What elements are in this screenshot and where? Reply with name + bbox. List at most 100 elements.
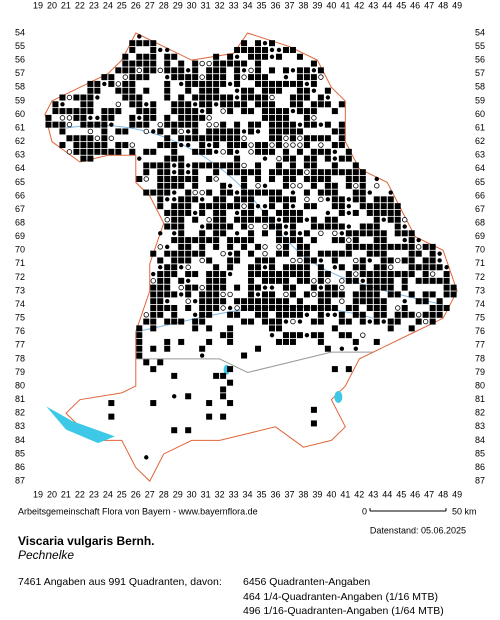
occurrence-square (408, 325, 415, 332)
occurrence-square (387, 325, 394, 332)
occurrence-square (206, 304, 213, 311)
occurrence-dot (234, 190, 240, 195)
occurrence-square (234, 196, 241, 203)
occurrence-dot (304, 217, 310, 222)
occurrence-square (220, 135, 227, 142)
occurrence-square (241, 142, 248, 149)
occurrence-square (220, 94, 227, 101)
row-label: 82 (475, 408, 485, 418)
occurrence-square (255, 304, 262, 311)
occurrence-square (164, 169, 171, 176)
occurrence-square (115, 87, 122, 94)
occurrence-square (87, 148, 94, 155)
column-label: 30 (187, 0, 197, 10)
occurrence-square (366, 250, 373, 257)
occurrence-square (296, 209, 303, 216)
occurrence-square (275, 87, 282, 94)
occurrence-square (80, 114, 87, 121)
occurrence-square (241, 318, 248, 325)
occurrence-square (303, 74, 310, 81)
occurrence-square (52, 121, 59, 128)
occurrence-square (289, 101, 296, 108)
occurrence-square (331, 203, 338, 210)
occurrence-square (185, 203, 192, 210)
occurrence-square (255, 67, 262, 74)
occurrence-square (192, 148, 199, 155)
occurrence-dot (304, 81, 310, 87)
occurrence-square (338, 142, 345, 149)
occurrence-square (87, 87, 94, 94)
occurrence-square (401, 271, 408, 278)
occurrence-square (255, 40, 262, 47)
occurrence-square (310, 420, 317, 427)
occurrence-square (248, 277, 255, 284)
occurrence-square (227, 142, 234, 149)
occurrence-square (248, 74, 255, 81)
occurrence-square (262, 291, 269, 298)
occurrence-square (289, 291, 296, 298)
occurrence-square (324, 345, 331, 352)
occurrence-square (178, 114, 185, 121)
occurrence-square (331, 189, 338, 196)
occurrence-square (220, 216, 227, 223)
occurrence-square (380, 271, 387, 278)
occurrence-square (164, 114, 171, 121)
occurrence-square (171, 67, 178, 74)
occurrence-square (255, 46, 262, 53)
occurrence-square (241, 237, 248, 244)
occurrence-square (268, 135, 275, 142)
occurrence-square (108, 148, 115, 155)
occurrence-square (317, 169, 324, 176)
occurrence-square (227, 60, 234, 67)
occurrence-square (150, 189, 157, 196)
occurrence-square (324, 87, 331, 94)
occurrence-square (94, 148, 101, 155)
occurrence-square (129, 148, 136, 155)
column-label: 25 (117, 0, 127, 10)
occurrence-square (275, 325, 282, 332)
occurrence-square (248, 196, 255, 203)
occurrence-square (394, 203, 401, 210)
historic-record (276, 244, 282, 250)
occurrence-square (415, 298, 422, 305)
occurrence-square (380, 250, 387, 257)
occurrence-dot (227, 305, 233, 311)
row-label: 71 (475, 258, 485, 268)
occurrence-square (234, 250, 241, 257)
occurrence-square (387, 277, 394, 284)
occurrence-square (387, 291, 394, 298)
occurrence-square (429, 250, 436, 257)
occurrence-dot (325, 197, 331, 202)
occurrence-square (262, 277, 269, 284)
occurrence-square (178, 203, 185, 210)
occurrence-square (331, 366, 338, 373)
occurrence-square (206, 80, 213, 87)
column-label: 36 (270, 0, 280, 10)
occurrence-dot (353, 346, 359, 351)
occurrence-dot (304, 332, 310, 338)
column-label: 49 (452, 0, 462, 10)
occurrence-square (241, 189, 248, 196)
row-label: 82 (15, 408, 25, 418)
occurrence-square (185, 101, 192, 108)
occurrence-square (143, 148, 150, 155)
row-label: 80 (475, 380, 485, 390)
occurrence-square (255, 257, 262, 264)
column-label: 26 (131, 0, 141, 10)
column-label: 46 (410, 0, 420, 10)
occurrence-dot (269, 47, 275, 53)
occurrence-square (380, 277, 387, 284)
occurrence-square (289, 223, 296, 230)
occurrence-square (178, 223, 185, 230)
occurrence-square (275, 189, 282, 196)
occurrence-square (108, 413, 115, 420)
occurrence-square (303, 108, 310, 115)
occurrence-square (401, 284, 408, 291)
occurrence-square (234, 46, 241, 53)
occurrence-square (303, 203, 310, 210)
occurrence-square (227, 94, 234, 101)
occurrence-square (255, 311, 262, 318)
occurrence-square (157, 257, 164, 264)
historic-record (318, 74, 324, 80)
occurrence-square (394, 230, 401, 237)
